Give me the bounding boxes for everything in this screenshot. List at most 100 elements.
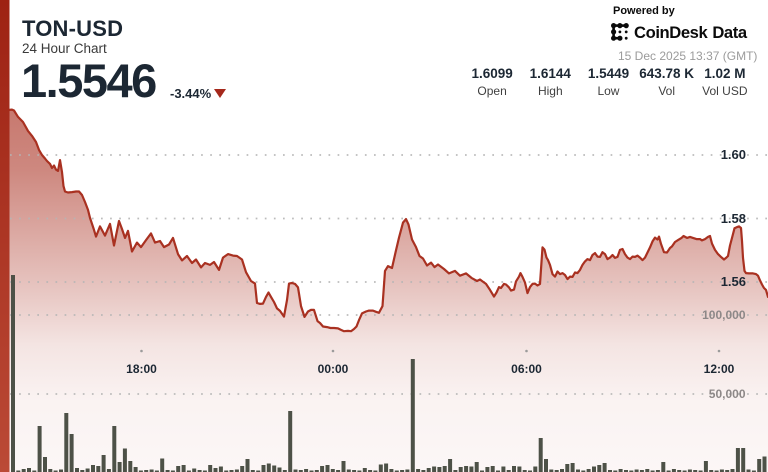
volume-bar xyxy=(346,469,351,472)
volume-bar xyxy=(373,470,378,472)
stat-item: 1.6099 Open xyxy=(463,66,521,98)
volume-bar xyxy=(43,457,47,472)
volume-bar xyxy=(16,470,21,472)
volume-bar xyxy=(464,466,469,472)
volume-bar xyxy=(453,470,458,472)
volume-bar xyxy=(240,466,245,472)
volume-bar xyxy=(149,469,154,472)
volume-bar xyxy=(160,458,165,472)
volume-bar xyxy=(432,466,437,472)
volume-bar xyxy=(474,462,479,472)
volume-bar xyxy=(32,470,37,472)
volume-bar xyxy=(725,470,730,472)
volume-bar xyxy=(480,470,484,472)
volume-bar xyxy=(554,470,559,472)
volume-bar xyxy=(618,469,623,472)
price-axis-label: 1.60 xyxy=(720,147,746,162)
time-tick-dot xyxy=(525,349,528,353)
volume-bar xyxy=(298,470,303,472)
brand-name: CoinDesk xyxy=(634,23,708,42)
stat-item: 1.6144 High xyxy=(521,66,579,98)
volume-bar xyxy=(570,463,575,472)
volume-bar xyxy=(293,469,298,472)
volume-bar xyxy=(666,470,671,472)
volume-bar xyxy=(91,465,95,472)
volume-bar xyxy=(634,469,639,472)
volume-bar xyxy=(309,470,314,472)
volume-bar xyxy=(741,448,746,472)
volume-bar xyxy=(341,461,346,472)
volume-bar xyxy=(256,470,261,472)
volume-bar xyxy=(613,470,618,472)
volume-bar xyxy=(362,468,367,472)
volume-bar xyxy=(202,470,207,472)
price-change-percent: -3.44% xyxy=(170,86,212,101)
volume-bar xyxy=(655,470,660,472)
volume-bar xyxy=(234,469,239,472)
volume-bar xyxy=(229,470,234,472)
volume-bar xyxy=(224,470,229,472)
volume-bar xyxy=(682,470,687,472)
volume-bar xyxy=(490,466,495,472)
volume-bar xyxy=(245,459,250,472)
volume-bar xyxy=(586,469,591,472)
time-axis-label: 18:00 xyxy=(126,362,157,376)
coindesk-data-logo[interactable]: CoinDesk Data xyxy=(611,23,747,43)
chart-range-subtitle: 24 Hour Chart xyxy=(22,41,107,56)
price-line xyxy=(8,108,768,333)
ohlc-stats-row: 1.6099 Open 1.6144 High 1.5449 Low 643.78 K Vol… xyxy=(463,66,754,98)
volume-bar xyxy=(117,462,122,472)
volume-bar xyxy=(11,275,15,472)
volume-bar xyxy=(709,470,714,472)
volume-bar xyxy=(512,466,516,472)
volume-bar xyxy=(448,459,453,472)
stat-value: 1.6099 xyxy=(471,66,513,81)
volume-bar xyxy=(602,463,607,472)
volume-bar xyxy=(154,470,159,472)
volume-bar xyxy=(21,469,26,472)
volume-bar xyxy=(687,469,692,472)
volume-bar xyxy=(277,467,282,472)
volume-bar xyxy=(597,465,602,472)
volume-bar xyxy=(421,470,426,472)
volume-bar xyxy=(762,456,767,472)
volume-bar xyxy=(629,470,634,472)
volume-bar xyxy=(144,470,149,472)
volume-bar xyxy=(735,448,740,472)
volume-bar xyxy=(426,468,431,472)
volume-bar xyxy=(320,466,325,472)
volume-bar xyxy=(106,469,111,472)
volume-bar xyxy=(250,470,255,472)
volume-bar xyxy=(501,466,506,472)
volume-bar xyxy=(304,469,309,472)
stat-value: 643.78 K xyxy=(639,66,695,81)
volume-bar xyxy=(517,466,522,472)
volume-bar xyxy=(384,463,389,472)
volume-bar xyxy=(213,468,218,472)
volume-bar xyxy=(27,468,31,472)
time-tick-dot xyxy=(717,349,721,353)
volume-bar xyxy=(389,469,394,472)
volume-bar xyxy=(96,466,101,472)
volume-bar xyxy=(261,465,266,472)
stat-value: 1.6144 xyxy=(529,66,571,81)
volume-bar xyxy=(581,470,586,472)
volume-bar xyxy=(400,470,405,472)
stat-label: Vol xyxy=(658,84,675,98)
volume-bar xyxy=(442,466,447,472)
price-area-fill xyxy=(9,109,768,472)
powered-by-label: Powered by xyxy=(613,5,675,17)
stat-value: 1.02 M xyxy=(704,66,746,81)
stat-label: Low xyxy=(597,84,620,98)
volume-bar xyxy=(378,464,383,472)
volume-bar xyxy=(75,468,79,472)
volume-bar xyxy=(608,470,612,472)
volume-bar xyxy=(693,470,698,472)
volume-bar xyxy=(549,469,554,472)
volume-bar xyxy=(639,470,644,472)
volume-bar xyxy=(37,426,42,472)
volume-bar xyxy=(80,470,85,472)
stat-label: High xyxy=(537,84,563,98)
